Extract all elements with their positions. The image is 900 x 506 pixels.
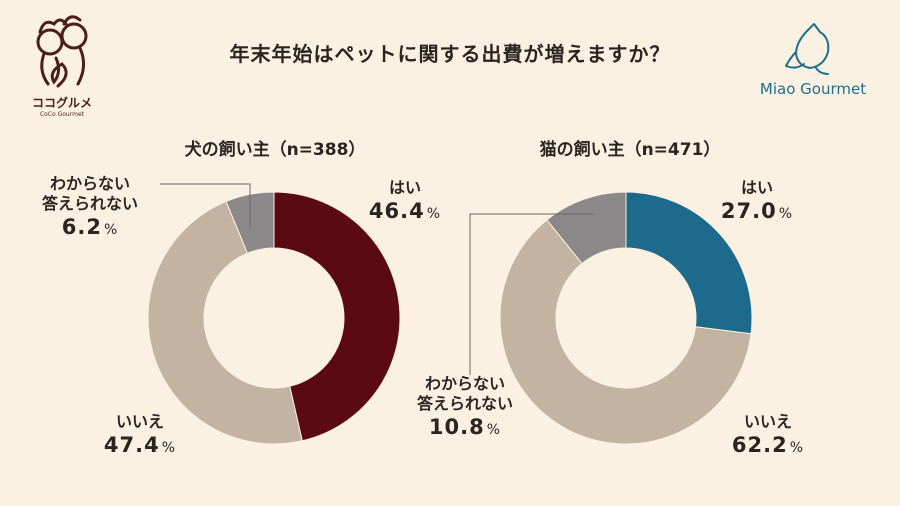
cat-no-value: 62.2 [731, 433, 788, 457]
chef-mascot-icon [36, 15, 88, 88]
cocogourmet-logo-subtext: CoCo Gourmet [39, 111, 84, 118]
cat-mascot-icon [785, 23, 830, 75]
cat-yes-text: はい [740, 178, 773, 197]
dog-unknown-unit: % [103, 222, 119, 238]
miaogourmet-logo: Miao Gourmet [748, 22, 878, 107]
dog-no-unit: % [161, 440, 177, 456]
cat-chart-title: 猫の飼い主（n=471） [539, 140, 721, 160]
dog-label-no: いいえ 47.4% [90, 412, 190, 461]
dog-no-text: いいえ [115, 412, 164, 431]
dog-unknown-text-1: わからない [49, 174, 130, 193]
dog-donut-chart [147, 191, 401, 445]
dog-yes-value: 46.4 [368, 199, 425, 223]
cocogourmet-logo-text: ココグルメ [31, 96, 92, 110]
cat-no-unit: % [789, 440, 805, 456]
dog-yes-unit: % [426, 206, 442, 222]
cat-label-no: いいえ 62.2% [718, 412, 818, 461]
cat-slice-yes [625, 191, 753, 335]
page-title: 年末年始はペットに関する出費が増えますか？ [229, 42, 671, 66]
cat-label-yes: はい 27.0% [712, 178, 802, 227]
cat-no-text: いいえ [743, 412, 792, 431]
cat-yes-value: 27.0 [720, 199, 777, 223]
cat-unknown-text-2: 答えられない [416, 394, 513, 413]
dog-unknown-text-2: 答えられない [41, 194, 138, 213]
dog-yes-text: はい [388, 178, 421, 197]
cat-unknown-value: 10.8 [428, 415, 485, 439]
dog-label-unknown: わからない 答えられない 6.2% [20, 174, 160, 243]
cat-yes-unit: % [778, 206, 794, 222]
cocogourmet-logo: ココグルメ CoCo Gourmet [22, 12, 102, 122]
dog-unknown-value: 6.2 [61, 215, 102, 239]
cat-donut-chart [499, 191, 753, 445]
cat-unknown-text-1: わからない [424, 374, 505, 393]
cat-unknown-unit: % [486, 422, 502, 438]
miaogourmet-logo-text: Miao Gourmet [759, 80, 867, 98]
dog-chart-title: 犬の飼い主（n=388） [184, 140, 366, 160]
dog-label-yes: はい 46.4% [360, 178, 450, 227]
dog-slice-yes [273, 191, 401, 442]
dog-no-value: 47.4 [103, 433, 160, 457]
cat-label-unknown: わからない 答えられない 10.8% [395, 374, 535, 443]
